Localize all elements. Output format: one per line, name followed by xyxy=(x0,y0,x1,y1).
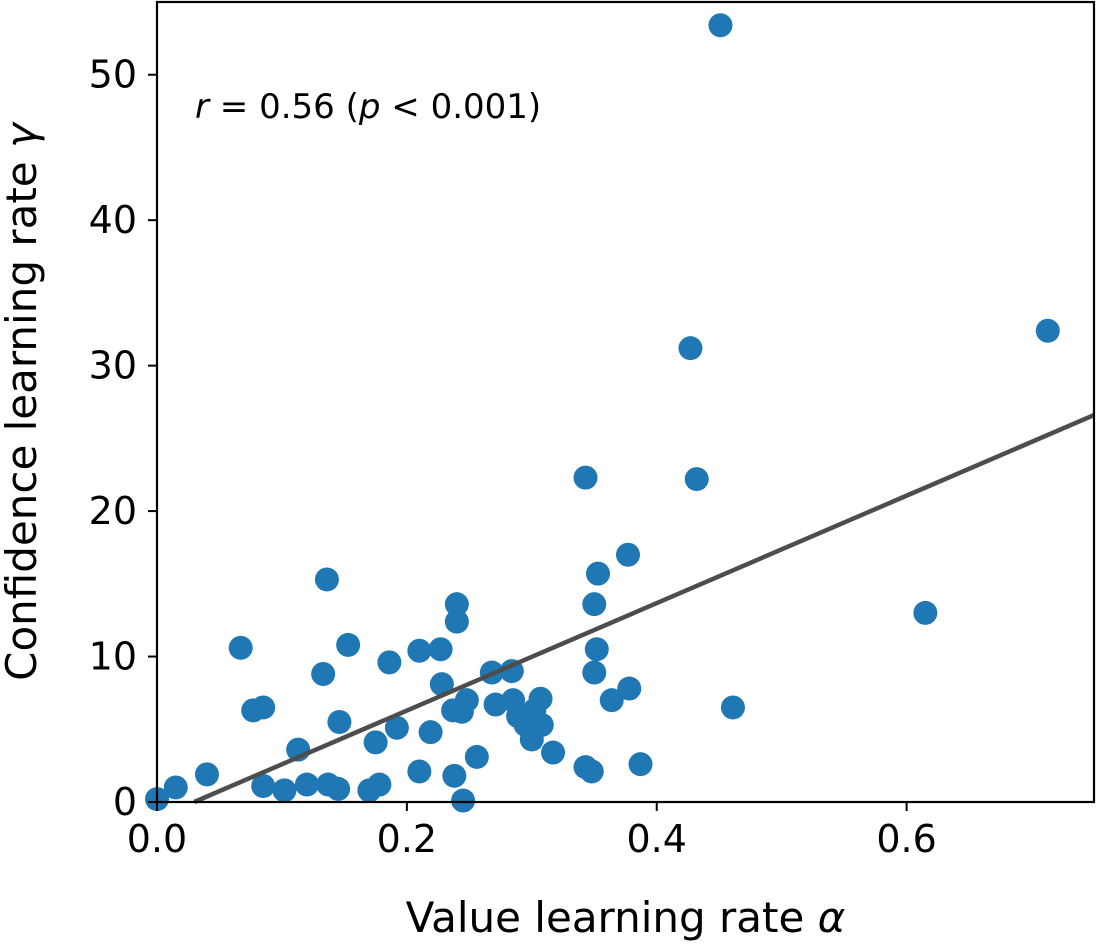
data-point xyxy=(913,600,938,625)
data-point xyxy=(628,752,653,777)
data-point xyxy=(311,662,336,686)
data-point xyxy=(377,650,402,675)
x-axis: 0.0 0.2 0.4 0.6 xyxy=(127,802,937,861)
data-point xyxy=(163,775,188,800)
data-point xyxy=(272,778,297,803)
data-point xyxy=(582,660,607,685)
p-value-text: < 0.001) xyxy=(380,87,541,127)
r-value-text: = 0.56 ( xyxy=(209,87,359,127)
data-point xyxy=(367,772,392,797)
data-point xyxy=(294,772,319,797)
data-point xyxy=(326,776,351,801)
data-point xyxy=(327,710,352,734)
y-tick-label: 40 xyxy=(89,198,137,242)
data-point xyxy=(444,592,469,617)
y-tick-label: 0 xyxy=(113,780,137,824)
x-tick-label: 0.4 xyxy=(627,817,687,861)
data-point xyxy=(444,609,469,634)
data-point xyxy=(451,788,476,813)
y-axis-title: Confidence learning rate γ xyxy=(0,121,46,681)
correlation-annotation: r = 0.56 (p < 0.001) xyxy=(195,87,541,127)
data-point xyxy=(428,637,453,662)
p-symbol: p xyxy=(358,87,381,127)
data-point xyxy=(442,763,467,788)
points-layer xyxy=(145,13,1060,813)
x-axis-label-text: Value learning rate xyxy=(406,893,818,942)
data-point xyxy=(314,567,339,592)
data-point xyxy=(617,676,642,701)
data-point xyxy=(582,592,607,617)
plot-frame xyxy=(155,0,1096,804)
data-point xyxy=(454,688,479,713)
data-point xyxy=(615,542,640,567)
gamma-symbol: γ xyxy=(0,121,46,148)
y-axis: 0 10 20 30 40 50 xyxy=(89,53,157,824)
alpha-symbol: α xyxy=(818,893,846,942)
data-point xyxy=(251,695,276,720)
data-point xyxy=(684,467,709,492)
data-point xyxy=(407,759,432,784)
data-point xyxy=(1035,318,1060,343)
x-tick-label: 0.6 xyxy=(876,817,936,861)
data-point xyxy=(363,730,388,755)
data-point xyxy=(529,712,554,737)
r-symbol: r xyxy=(195,87,211,127)
x-tick-label: 0.2 xyxy=(377,817,437,861)
data-point xyxy=(599,688,624,713)
data-point xyxy=(429,672,454,697)
data-point xyxy=(418,720,443,745)
data-point xyxy=(336,632,361,657)
data-point xyxy=(573,465,598,490)
y-axis-label-text: Confidence learning rate xyxy=(0,148,46,681)
data-point xyxy=(708,13,733,38)
data-point xyxy=(228,635,253,660)
data-point xyxy=(541,740,566,765)
data-point xyxy=(720,695,745,720)
data-point xyxy=(384,715,409,740)
data-point xyxy=(584,637,609,662)
data-point xyxy=(528,686,553,711)
regression-line xyxy=(193,413,1095,805)
y-tick-label: 50 xyxy=(89,53,137,97)
y-tick-label: 20 xyxy=(89,489,137,533)
data-point xyxy=(464,744,489,769)
x-axis-title: Value learning rate α xyxy=(406,893,846,942)
data-point xyxy=(678,336,703,361)
y-tick-label: 10 xyxy=(89,635,137,679)
data-point xyxy=(194,762,219,787)
x-tick-label: 0.0 xyxy=(127,817,187,861)
data-point xyxy=(407,638,432,663)
y-tick-label: 30 xyxy=(89,344,137,388)
data-point xyxy=(579,759,604,784)
data-point xyxy=(251,774,276,798)
data-point xyxy=(586,561,611,586)
